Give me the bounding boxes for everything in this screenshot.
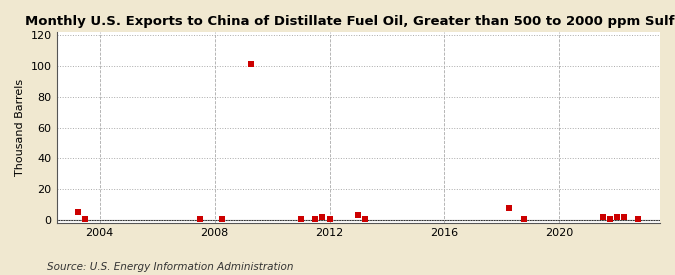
Title: Monthly U.S. Exports to China of Distillate Fuel Oil, Greater than 500 to 2000 p: Monthly U.S. Exports to China of Distill…: [26, 15, 675, 28]
Point: [353, 213, 364, 218]
Point: [604, 216, 615, 221]
Point: [619, 215, 630, 219]
Y-axis label: Thousand Barrels: Thousand Barrels: [15, 79, 25, 176]
Point: [195, 216, 206, 221]
Point: [80, 216, 90, 221]
Point: [217, 216, 227, 221]
Point: [597, 215, 608, 219]
Point: [633, 216, 644, 221]
Point: [504, 205, 514, 210]
Point: [296, 216, 306, 221]
Point: [245, 62, 256, 67]
Point: [324, 216, 335, 221]
Point: [310, 216, 321, 221]
Point: [317, 215, 328, 219]
Text: Source: U.S. Energy Information Administration: Source: U.S. Energy Information Administ…: [47, 262, 294, 272]
Point: [360, 216, 371, 221]
Point: [612, 215, 622, 219]
Point: [518, 216, 529, 221]
Point: [73, 210, 84, 214]
